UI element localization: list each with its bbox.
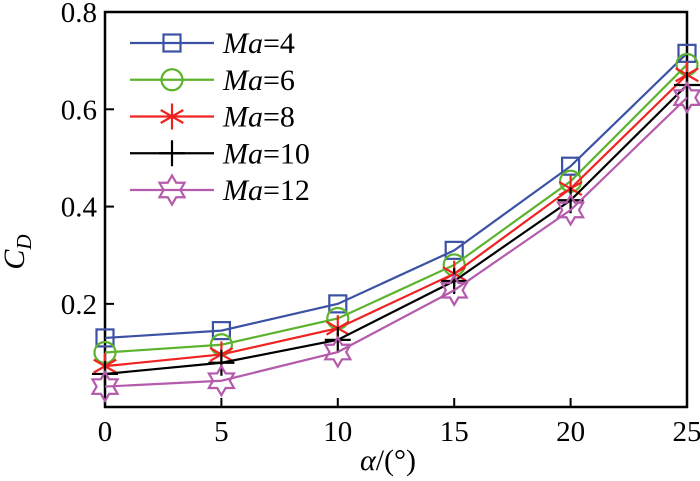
series-line-ma-6 — [104, 63, 688, 354]
series-marker-ma-4-0 — [95, 328, 115, 348]
plot-border — [103, 10, 689, 409]
series-ma-6 — [93, 52, 699, 365]
series-marker-ma-4-4 — [560, 156, 581, 176]
series-ma-4 — [95, 43, 697, 348]
open-square-icon — [560, 156, 581, 176]
open-square-icon — [162, 33, 182, 53]
y-tick-label-0.2: 0.2 — [61, 289, 97, 321]
x-tick-label-5: 5 — [214, 416, 229, 448]
legend-item-ma-12: Ma=12 — [130, 173, 310, 207]
series-marker-ma-4-1 — [211, 321, 231, 341]
open-star6-icon — [206, 364, 236, 398]
series-marker-ma-4-2 — [328, 294, 348, 314]
series-ma-12 — [90, 80, 700, 404]
legend-label-ma-10: Ma=10 — [222, 137, 310, 170]
series-line-ma-4 — [104, 52, 688, 340]
legend-marker-ma-6 — [160, 68, 184, 92]
open-star6-icon — [90, 369, 120, 404]
legend: Ma=4 Ma=6 Ma=8Ma=10 Ma=12 — [130, 27, 310, 207]
open-star6-icon — [157, 173, 187, 207]
x-axis-label: α/(°) — [360, 444, 416, 477]
legend-marker-ma-12 — [157, 173, 187, 207]
open-circle-icon — [160, 68, 184, 92]
legend-item-ma-4: Ma=4 — [130, 27, 295, 60]
legend-label-ma-4: Ma=4 — [222, 27, 295, 60]
series-ma-8 — [93, 61, 699, 380]
y-tick-label-0.6: 0.6 — [61, 94, 97, 126]
legend-item-ma-8: Ma=8 — [130, 101, 295, 134]
legend-marker-ma-10 — [159, 140, 185, 167]
legend-label-ma-6: Ma=6 — [222, 64, 295, 97]
series-marker-ma-12-1 — [206, 364, 236, 398]
open-square-icon — [95, 328, 115, 348]
open-star6-icon — [323, 335, 353, 369]
legend-item-ma-10: Ma=10 — [130, 137, 310, 170]
legend-marker-ma-8 — [160, 103, 184, 130]
series-ma-10 — [92, 71, 700, 387]
x-tick-label-15: 15 — [440, 416, 469, 448]
series-marker-ma-12-0 — [90, 369, 120, 404]
series-marker-ma-10-2 — [324, 326, 351, 353]
legend-label-ma-8: Ma=8 — [222, 101, 295, 134]
open-star6-icon — [439, 273, 469, 307]
asterisk-icon — [160, 109, 184, 124]
series-marker-ma-10-1 — [208, 349, 235, 376]
y-axis-label: CD — [0, 234, 36, 269]
y-tick-label-0.8: 0.8 — [61, 0, 97, 29]
x-tick-label-25: 25 — [673, 416, 700, 448]
legend-marker-ma-4 — [162, 33, 182, 53]
open-square-icon — [211, 321, 231, 341]
y-tick-label-0.4: 0.4 — [61, 192, 98, 224]
series-line-ma-8 — [104, 73, 688, 368]
open-square-icon — [444, 240, 464, 260]
series-marker-ma-12-3 — [439, 273, 469, 307]
series-marker-ma-12-4 — [556, 193, 586, 227]
series-marker-ma-12-2 — [323, 335, 353, 369]
series-line-ma-12 — [104, 96, 688, 388]
legend-label-ma-12: Ma=12 — [222, 174, 310, 207]
legend-item-ma-6: Ma=6 — [130, 64, 295, 97]
series-line-ma-10 — [104, 84, 688, 376]
open-square-icon — [328, 294, 348, 314]
x-tick-label-10: 10 — [323, 416, 352, 448]
x-tick-label-20: 20 — [556, 416, 585, 448]
open-star6-icon — [556, 193, 586, 227]
series-marker-ma-4-3 — [444, 240, 464, 260]
x-tick-label-0: 0 — [98, 416, 113, 448]
